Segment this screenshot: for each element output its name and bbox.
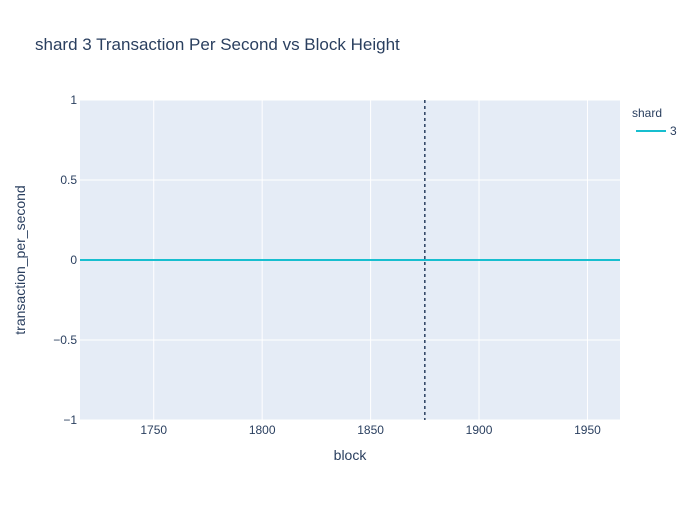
y-tick-label: 1 xyxy=(70,93,77,107)
x-tick-label: 1850 xyxy=(357,423,384,437)
y-tick-label: −0.5 xyxy=(53,333,77,347)
y-tick-label: −1 xyxy=(63,413,77,427)
y-tick-label: 0.5 xyxy=(60,173,77,187)
x-tick-label: 1800 xyxy=(249,423,276,437)
legend[interactable]: shard 3 xyxy=(632,106,677,138)
x-tick-label: 1750 xyxy=(140,423,167,437)
legend-item-3[interactable]: 3 xyxy=(636,124,677,138)
x-tick-label: 1900 xyxy=(466,423,493,437)
data-layer xyxy=(80,100,620,420)
x-tick-label: 1950 xyxy=(574,423,601,437)
y-tick-label: 0 xyxy=(70,253,77,267)
legend-title: shard xyxy=(632,106,662,120)
y-axis-label: transaction_per_second xyxy=(12,185,28,334)
legend-item-label: 3 xyxy=(670,124,677,138)
x-axis-label: block xyxy=(334,447,368,463)
x-tick-labels: 1750 1800 1850 1900 1950 xyxy=(140,423,601,437)
chart-title: shard 3 Transaction Per Second vs Block … xyxy=(35,35,400,54)
y-tick-labels: −1 −0.5 0 0.5 1 xyxy=(53,93,77,427)
